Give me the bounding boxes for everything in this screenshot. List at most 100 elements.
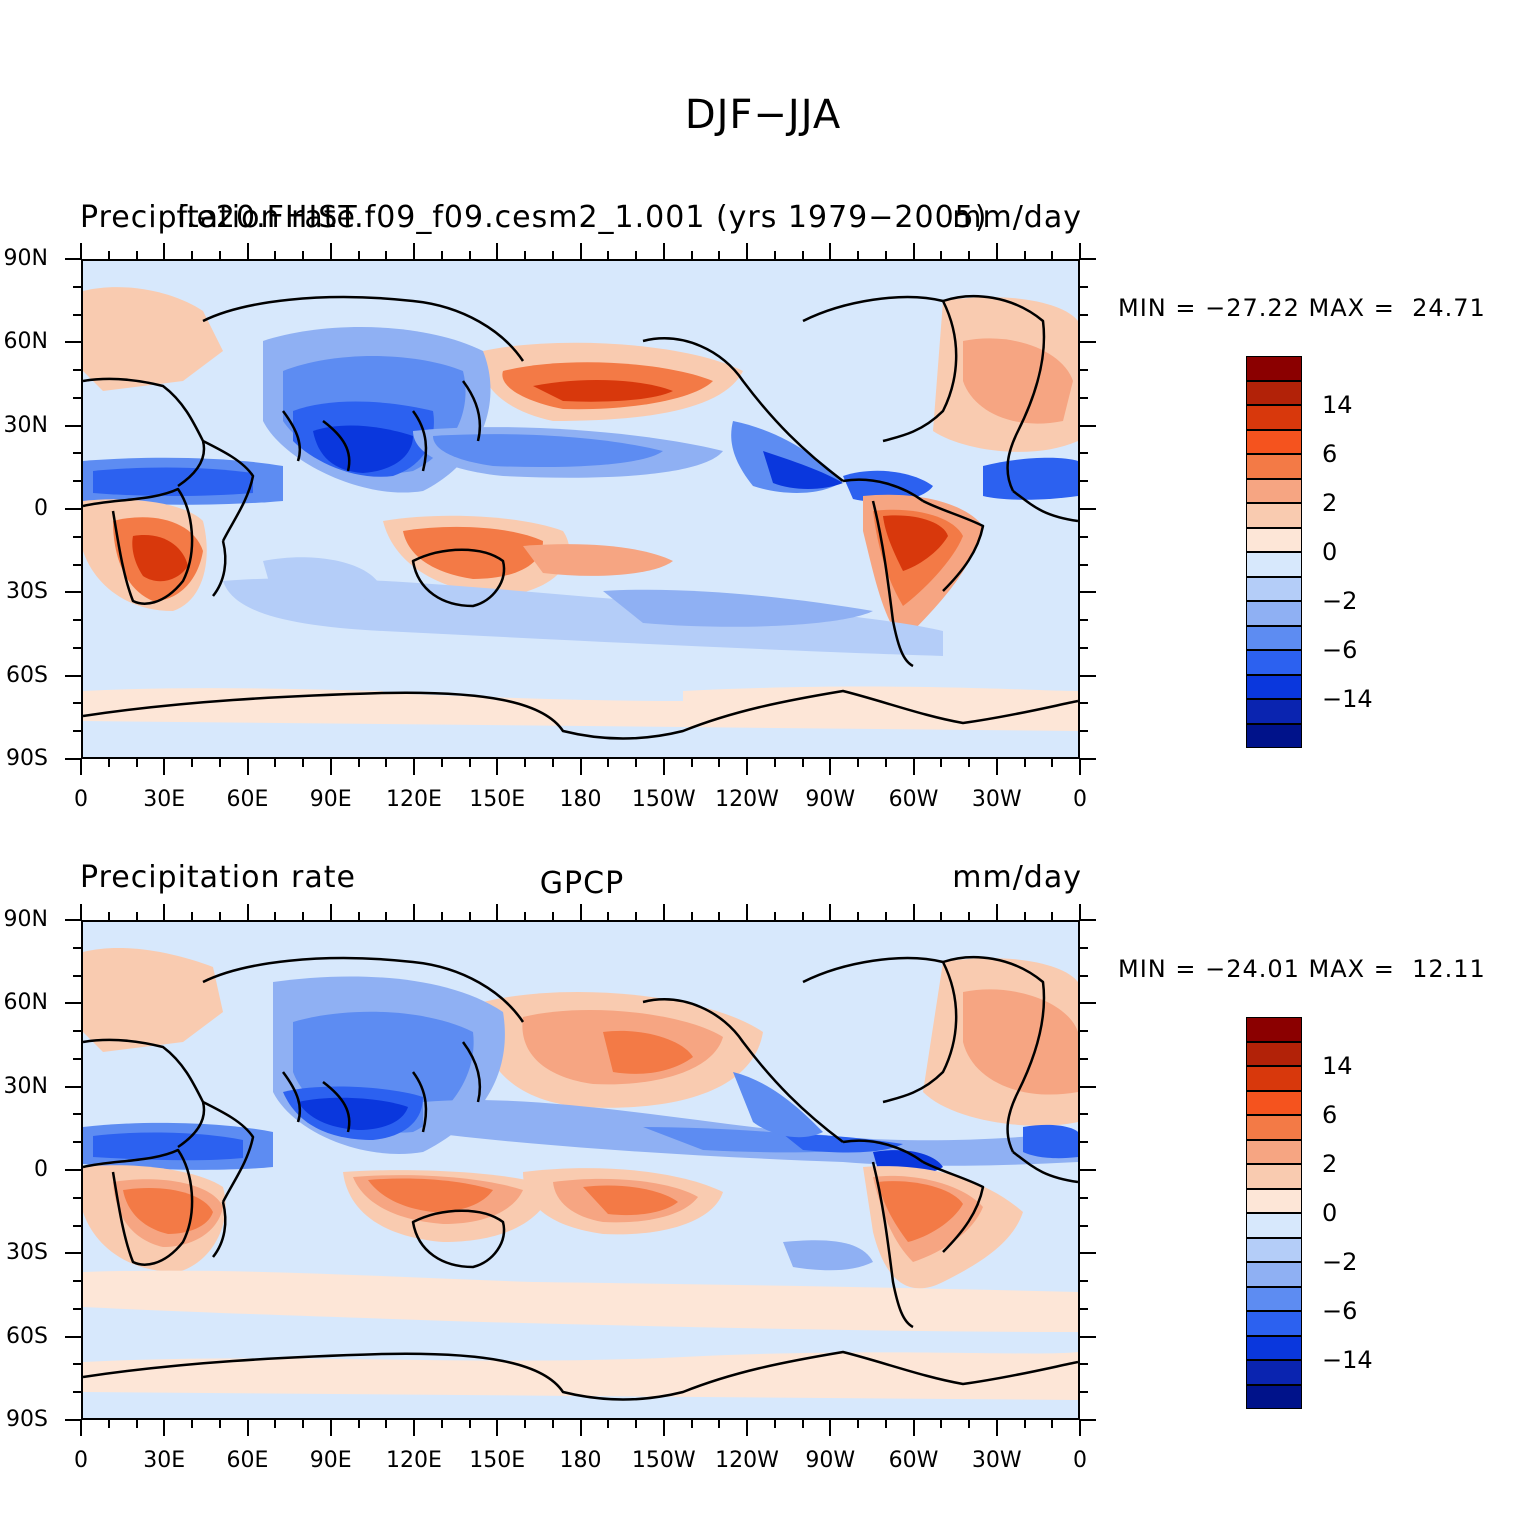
panel2-left-label: Precipitation rate: [80, 860, 356, 895]
panel1-lon-tick-bottom: [746, 759, 748, 775]
panel1-lon-minor-tick: [968, 759, 970, 767]
panel1-lon-label: 90W: [805, 787, 856, 812]
panel1-lat-minor-tick: [73, 396, 81, 399]
panel2-lon-minor-tick-top: [995, 912, 998, 920]
panel2-lon-label: 120W: [715, 1448, 779, 1473]
panel1-lon-label: 120E: [386, 787, 442, 812]
panel2-lon-minor-tick: [468, 1420, 471, 1428]
panel2-lat-minor-tick-right: [1080, 1391, 1088, 1394]
panel1-lon-minor-tick: [1023, 759, 1026, 767]
panel2-lon-minor-tick-top: [163, 912, 166, 920]
panel2-lat-minor-tick-right: [1080, 1057, 1088, 1060]
panel2-lon-minor-tick-top: [191, 912, 193, 920]
panel1-lon-minor-tick-top: [135, 251, 138, 259]
panel2-colorbar-swatch: [1246, 1017, 1302, 1042]
panel1-colorbar-label: −14: [1322, 685, 1373, 713]
panel1-lat-minor-tick: [73, 758, 81, 760]
panel1-lon-minor-tick-top: [746, 251, 748, 259]
panel2-lon-minor-tick: [302, 1420, 304, 1428]
panel2-lat-minor-tick: [73, 1224, 81, 1227]
panel2-lat-minor-tick: [73, 1363, 81, 1366]
panel1-lon-minor-tick: [107, 759, 110, 767]
panel1-colorbar-swatch: [1246, 625, 1302, 650]
panel1-lat-tick-right: [1080, 591, 1096, 594]
panel2-lon-minor-tick-top: [302, 912, 304, 920]
panel1-colorbar-swatch: [1246, 674, 1302, 699]
panel1-lon-minor-tick-top: [191, 251, 193, 259]
panel1-lon-minor-tick: [218, 759, 221, 767]
panel1-colorbar-swatch: [1246, 576, 1302, 601]
panel1-lon-tick-bottom: [163, 759, 166, 775]
panel2-lon-tick-bottom: [1079, 1420, 1081, 1436]
figure-title: DJF−JJA: [684, 92, 842, 138]
panel1-lon-minor-tick-top: [80, 251, 82, 259]
panel2-lon-minor-tick: [163, 1420, 166, 1428]
panel1-lon-tick-bottom: [995, 759, 998, 775]
panel1-lon-minor-tick-top: [246, 251, 249, 259]
panel2-colorbar-swatch: [1246, 1115, 1302, 1140]
panel1-lon-minor-tick: [440, 759, 443, 767]
panel2-lon-minor-tick: [884, 1420, 887, 1428]
panel2-lat-tick-right: [1080, 1252, 1096, 1255]
panel2-lat-minor-tick: [73, 974, 81, 977]
panel2-lon-minor-tick-top: [329, 912, 332, 920]
panel1-lat-minor-tick-right: [1080, 619, 1088, 622]
panel2-lon-minor-tick-top: [884, 912, 887, 920]
panel1-lon-minor-tick-top: [163, 251, 166, 259]
panel1-lat-minor-tick-right: [1080, 563, 1088, 566]
panel1-colorbar-swatch: [1246, 699, 1302, 724]
panel1-colorbar-label: 6: [1322, 440, 1338, 468]
panel2-lon-minor-tick: [1051, 1420, 1054, 1428]
panel1-lon-minor-tick-top: [607, 251, 610, 259]
panel1-lon-minor-tick-top: [857, 251, 859, 259]
panel1-center-label: f.e20.FHIST.f09_f09.cesm2_1.001 (yrs 197…: [176, 200, 988, 235]
panel2-lat-minor-tick: [73, 1002, 81, 1005]
panel2-lon-minor-tick: [274, 1420, 277, 1428]
panel2-lon-minor-tick: [1023, 1420, 1026, 1428]
panel1-lon-minor-tick-top: [274, 251, 277, 259]
panel2-lon-minor-tick: [690, 1420, 693, 1428]
panel2-lon-minor-tick-top: [829, 912, 832, 920]
panel2-lon-minor-tick-top: [968, 912, 970, 920]
panel2-lon-tick-bottom: [413, 1420, 415, 1436]
panel1-lon-minor-tick: [163, 759, 166, 767]
panel1-colorbar-swatch: [1246, 503, 1302, 528]
panel2-lat-tick-right: [1080, 1085, 1096, 1088]
panel2-lon-minor-tick-top: [274, 912, 277, 920]
panel2-lon-minor-tick-top: [912, 912, 915, 920]
panel2-lat-minor-tick-right: [1080, 1169, 1088, 1171]
panel2-lon-minor-tick-top: [357, 912, 360, 920]
panel2-lat-minor-tick: [73, 1252, 81, 1255]
panel1-lat-label: 60N: [3, 329, 48, 355]
panel1-lon-label: 60W: [888, 787, 939, 812]
panel2-lon-minor-tick: [135, 1420, 138, 1428]
panel1-lon-minor-tick: [718, 759, 721, 767]
panel2-lon-label: 60W: [888, 1448, 939, 1473]
panel1-lat-minor-tick-right: [1080, 480, 1088, 483]
panel1-colorbar-swatch: [1246, 429, 1302, 454]
panel2-lon-minor-tick: [440, 1420, 443, 1428]
panel2-lon-minor-tick: [773, 1420, 776, 1428]
panel1-lat-minor-tick-right: [1080, 508, 1088, 510]
panel2-lon-minor-tick: [191, 1420, 193, 1428]
panel1-right-label: mm/day: [952, 200, 1082, 235]
panel2-lon-minor-tick: [635, 1420, 637, 1428]
panel1-lon-minor-tick: [635, 759, 637, 767]
panel1-lon-minor-tick-top: [801, 251, 804, 259]
panel2-lon-minor-tick-top: [496, 912, 499, 920]
panel1-lon-minor-tick-top: [496, 251, 499, 259]
panel1-lat-minor-tick: [73, 674, 81, 677]
panel1-lat-minor-tick-right: [1080, 591, 1088, 594]
panel1-lat-minor-tick: [73, 619, 81, 622]
panel1-lon-minor-tick-top: [718, 251, 721, 259]
panel1-colorbar-swatch: [1246, 405, 1302, 430]
panel2-lon-label: 90E: [309, 1448, 352, 1473]
panel2-lon-minor-tick-top: [801, 912, 804, 920]
panel1-colorbar-swatch: [1246, 454, 1302, 479]
panel1-lon-tick-bottom: [329, 759, 332, 775]
panel1-colorbar-swatch: [1246, 527, 1302, 552]
panel1-lat-minor-tick-right: [1080, 702, 1088, 705]
panel2-lon-minor-tick-top: [218, 912, 221, 920]
panel1-lon-minor-tick-top: [107, 251, 110, 259]
panel2-colorbar-label: −2: [1322, 1248, 1358, 1276]
